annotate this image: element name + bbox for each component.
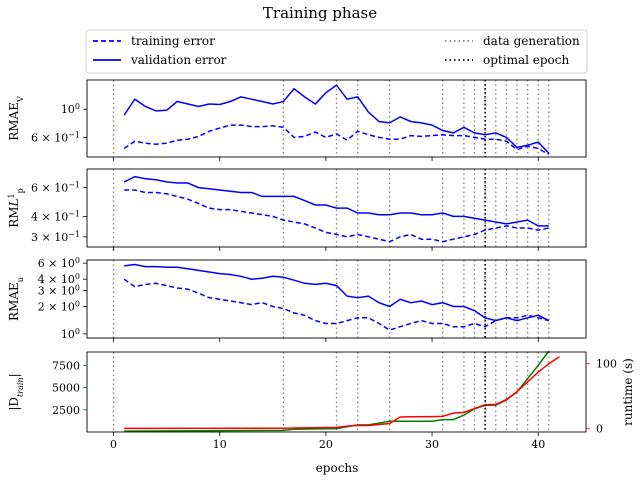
y-tick-label: 2 × 100: [38, 299, 80, 314]
legend-label-1: validation error: [130, 53, 227, 67]
y-tick-label: 100: [61, 326, 80, 341]
panel-p2: 6 × 10−1 4 × 10−1 3 × 10−1 RML1p: [7, 168, 587, 251]
y-axis-label: |Dtrain|: [7, 373, 25, 410]
y-tick-label: 3 × 10−1: [31, 229, 80, 244]
axes-frame: [86, 79, 587, 158]
axes-frame: [86, 259, 587, 339]
series-line: [123, 124, 550, 156]
y-tick-label: 6 × 10−1: [31, 130, 80, 145]
panel-p4: 0 10 20 30 40 2500 5000 7500 |Dtrain| 0 100 runtime…: [7, 350, 635, 451]
series-line: [123, 278, 549, 331]
y-axis-label: RMAEu: [7, 277, 25, 321]
y-tick-label: 3 × 100: [38, 283, 80, 298]
x-tick-label: 40: [531, 438, 545, 451]
x-tick-label: 0: [110, 438, 117, 451]
legend: training error validation error data gener…: [85, 29, 588, 74]
figure-title: Training phase: [263, 4, 377, 22]
y-tick-label: 4 × 10−1: [31, 209, 80, 224]
series-line: [124, 263, 550, 322]
x-tick-label: 30: [425, 438, 439, 451]
y-tick-label: 2500: [52, 404, 80, 417]
x-axis-label: epochs: [316, 461, 359, 475]
series-line: [124, 350, 550, 432]
axes-frame: [86, 168, 587, 248]
y-axis-label: RML1p: [7, 188, 25, 228]
legend-label-2: data generation: [483, 34, 580, 48]
series-line: [123, 84, 550, 154]
y-axis-label: RMAEV: [7, 96, 25, 141]
series-line: [124, 189, 549, 243]
y-tick-label: 6 × 100: [38, 256, 80, 271]
legend-frame: [85, 29, 588, 74]
y2-axis-label: runtime (s): [621, 358, 635, 426]
series-line: [124, 355, 560, 430]
legend-label-0: training error: [131, 34, 215, 48]
x-tick-label: 10: [213, 438, 227, 451]
y2-tick-label: 0: [596, 423, 603, 436]
y-tick-label: 5000: [52, 382, 80, 395]
y-tick-label: 7500: [52, 359, 80, 372]
y-tick-label: 4 × 100: [38, 272, 80, 287]
x-tick-label: 20: [319, 438, 333, 451]
y-tick-label: 6 × 10−1: [31, 180, 80, 195]
axes-frame: [86, 351, 587, 433]
legend-label-3: optimal epoch: [483, 53, 569, 67]
series-line: [123, 175, 549, 227]
y-tick-label: 100: [61, 102, 80, 117]
panel-p1: 100 6 × 10−1 RMAEV: [7, 79, 587, 161]
y2-tick-label: 100: [596, 358, 617, 371]
